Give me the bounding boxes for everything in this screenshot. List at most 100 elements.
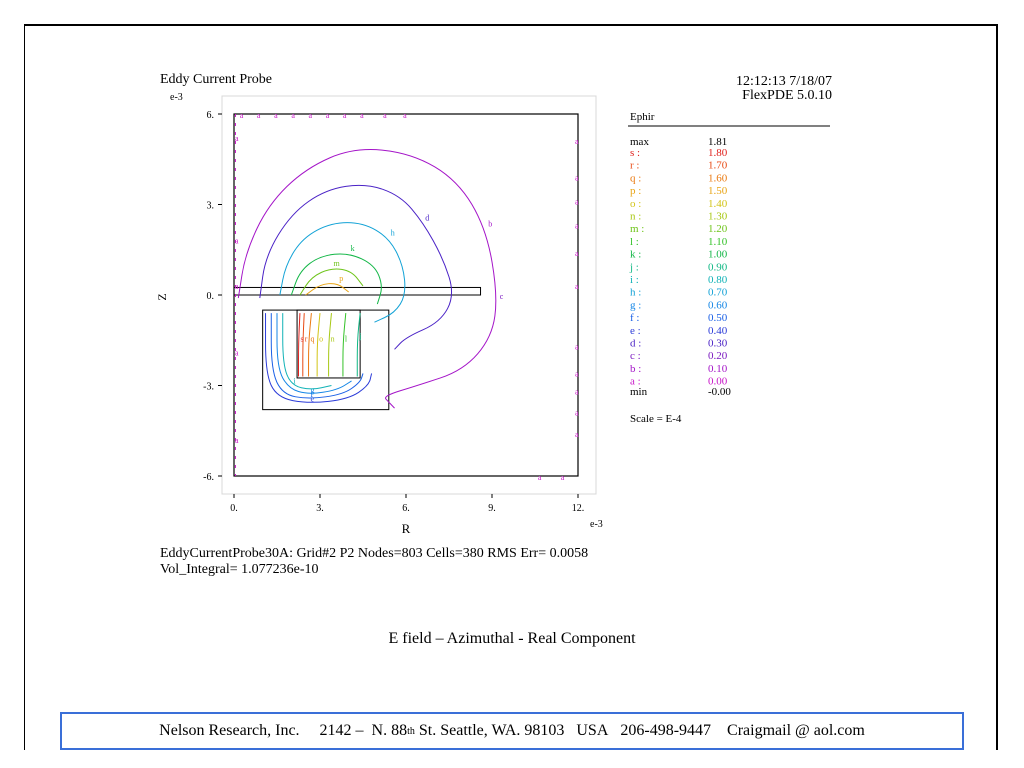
legend-max-value: 1.81: [708, 136, 727, 148]
contour-line: [302, 313, 305, 377]
legend-level-value: 0.30: [708, 338, 728, 350]
boundary-label: a: [235, 348, 239, 357]
boundary-label: a: [575, 342, 579, 351]
legend-level-value: 0.40: [708, 325, 728, 337]
boundary-layer: a a a a a a a a a a a a a a a a a a a a a a a a a a a a: [234, 111, 579, 482]
legend-level-value: 0.00: [708, 376, 728, 388]
boundary-label: a: [575, 388, 579, 397]
boundary-label: a: [235, 134, 239, 143]
contour-line: [259, 184, 453, 350]
contour-label: k: [351, 244, 355, 253]
legend-min-value: -0.00: [708, 386, 731, 398]
geometry-layer: [233, 113, 579, 477]
contour-line: [290, 253, 382, 305]
slide-frame: [24, 24, 998, 750]
coil-region-outer: [262, 309, 390, 411]
contour-line: [279, 222, 406, 323]
legend-level-label: k :: [630, 249, 641, 261]
y-tick-label: -3.: [203, 382, 214, 393]
legend-level-label: d :: [630, 338, 641, 350]
legend-level-label: j :: [629, 261, 639, 273]
boundary-label: a: [343, 111, 347, 120]
coil-region-inner: [296, 309, 361, 379]
plot-software: FlexPDE 5.0.10: [742, 88, 832, 103]
contour-label: r: [305, 334, 308, 343]
boundary-label: a: [575, 173, 579, 182]
contour-line: [282, 313, 332, 390]
footer-email: Craigmail @ aol.com: [727, 722, 865, 739]
boundary-label: a: [575, 430, 579, 439]
legend-level-value: 1.10: [708, 236, 728, 248]
boundary-label: a: [575, 249, 579, 258]
contour-label: j: [358, 331, 361, 340]
legend-level-label: h :: [630, 287, 641, 299]
legend-level-label: c :: [630, 350, 641, 362]
boundary-label: a: [538, 473, 542, 482]
boundary-label: a: [383, 111, 387, 120]
legend-level-label: m :: [630, 223, 644, 235]
legend-min-label: min: [630, 386, 648, 398]
legend-scale: Scale = E-4: [630, 413, 682, 425]
boundary-label: a: [240, 111, 244, 120]
contour-line: [265, 313, 373, 403]
legend-level-value: 0.50: [708, 312, 728, 324]
legend-level-label: n :: [630, 211, 641, 223]
x-axis-label: R: [402, 521, 411, 536]
x-exponent: e-3: [590, 519, 603, 530]
boundary-label: a: [575, 198, 579, 207]
boundary-label: a: [235, 237, 239, 246]
legend-level-label: b :: [630, 363, 641, 375]
boundary-label: a: [575, 222, 579, 231]
boundary-label: a: [403, 111, 407, 120]
contour-line: [342, 313, 347, 377]
y-tick-label: -6.: [203, 472, 214, 483]
contour-line: [316, 313, 321, 377]
contour-label: m: [333, 259, 340, 268]
legend-level-value: 0.20: [708, 350, 728, 362]
plot-title: Eddy Current Probe: [160, 72, 272, 87]
y-exponent: e-3: [170, 92, 183, 103]
legend-level-value: 0.70: [708, 287, 728, 299]
legend-level-value: 0.80: [708, 274, 728, 286]
legend-level-label: q :: [630, 172, 641, 184]
contour-line: [237, 149, 497, 409]
footer-company: Nelson Research, Inc.: [159, 722, 300, 739]
legend-level-value: 1.70: [708, 160, 728, 172]
boundary-label: a: [360, 111, 364, 120]
boundary-label: a: [326, 111, 330, 120]
plot-timestamp: 12:12:13 7/18/07: [736, 74, 832, 89]
boundary-label: a: [235, 436, 239, 445]
legend-level-label: i :: [630, 274, 639, 286]
legend-level-value: 1.20: [708, 223, 728, 235]
y-tick-label: 6.: [207, 110, 215, 121]
boundary-label: a: [257, 111, 261, 120]
boundary-label: a: [235, 282, 239, 291]
legend-level-label: g :: [630, 299, 641, 311]
boundary-label: a: [291, 111, 295, 120]
contour-line: [305, 283, 349, 296]
contour-label: o: [319, 334, 323, 343]
axes-layer: 0. 3. 6. 9. 12. 6. 3. 0. -3. -6.: [203, 110, 584, 514]
x-tick-label: 12.: [572, 503, 585, 514]
contour-label: e: [311, 395, 315, 404]
boundary-label: a: [309, 111, 313, 120]
legend-variable: Ephir: [630, 111, 655, 123]
legend-level-label: a :: [630, 376, 641, 388]
contour-line: [298, 313, 301, 377]
boundary-label: a: [561, 473, 565, 482]
legend-level-value: 0.90: [708, 261, 728, 273]
contour-label: g: [311, 386, 315, 395]
legend-level-label: e :: [630, 325, 641, 337]
x-tick-label: 0.: [230, 503, 238, 514]
slide-caption: E field – Azimuthal - Real Component: [388, 630, 636, 647]
x-tick-label: 3.: [316, 503, 324, 514]
legend-max-label: max: [630, 136, 649, 148]
contour-label: l: [345, 334, 348, 343]
contour-line: [299, 268, 364, 296]
contour-label: f: [311, 390, 314, 399]
contour-line: [270, 313, 364, 399]
legend-level-label: o :: [630, 198, 641, 210]
legend-level-value: 1.30: [708, 211, 728, 223]
